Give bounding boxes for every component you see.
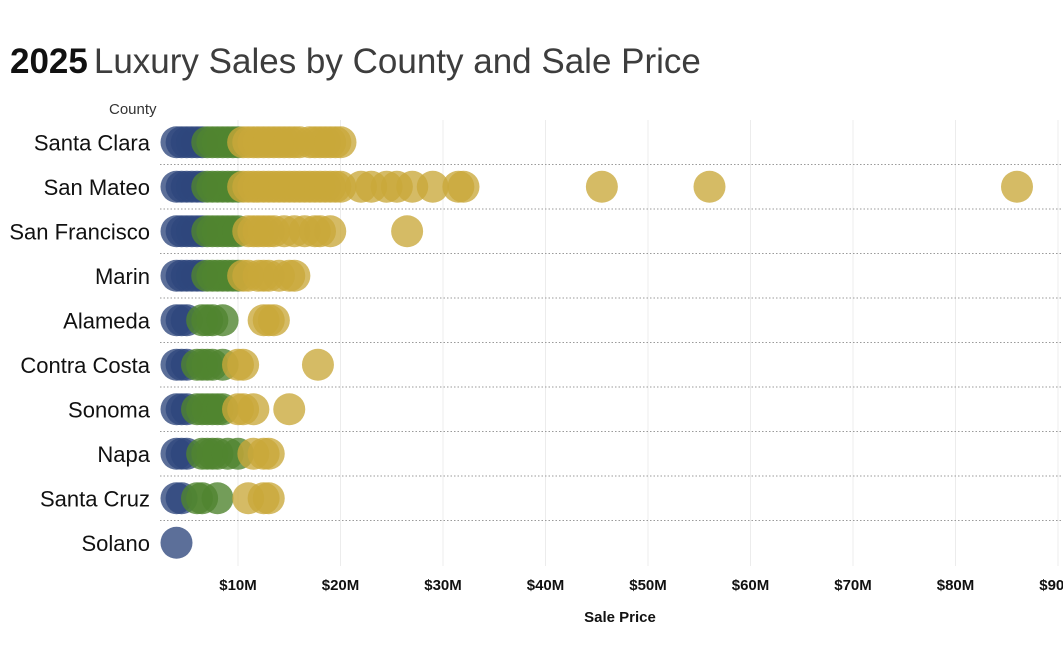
x-tick-label: $80M: [937, 577, 975, 594]
sale-point-tier3: [416, 170, 449, 203]
sale-point-tier3: [1001, 170, 1033, 203]
x-tick-label: $20M: [322, 577, 360, 594]
county-label: Alameda: [63, 308, 151, 333]
county-label: San Francisco: [9, 219, 150, 244]
x-tick-label: $50M: [629, 577, 667, 594]
sale-point-tier2: [201, 482, 234, 515]
county-label: Solano: [81, 531, 150, 556]
data-points: [160, 126, 1033, 559]
sale-point-tier3: [257, 304, 290, 337]
county-label: Contra Costa: [20, 353, 150, 378]
county-label: San Mateo: [44, 175, 150, 200]
sale-point-tier3: [301, 348, 334, 381]
sale-point-tier3: [227, 348, 260, 381]
sale-point-tier3: [252, 482, 285, 515]
labels: $10M $20M $30M $40M $50M $60M $70M $80M $90M Sant…: [9, 130, 1063, 594]
sale-point-tier3: [278, 259, 311, 292]
county-label: Napa: [97, 442, 150, 467]
x-tick-label: $40M: [527, 577, 565, 594]
sale-point-tier2: [206, 304, 239, 337]
chart-title-year: 2025: [10, 42, 88, 81]
county-label: Santa Cruz: [40, 486, 150, 511]
county-label: Sonoma: [68, 397, 151, 422]
x-tick-label: $70M: [834, 577, 872, 594]
sale-point-tier3: [252, 437, 285, 470]
row-separators: [160, 164, 1063, 521]
y-axis-title: County: [109, 101, 157, 118]
sale-point-tier3: [324, 126, 357, 159]
x-tick-label: $60M: [732, 577, 770, 594]
county-label: Marin: [95, 264, 150, 289]
sale-point-tier3: [447, 170, 480, 203]
x-tick-label: $30M: [424, 577, 462, 594]
sale-point-tier3: [314, 215, 347, 248]
sale-point-tier3: [391, 215, 424, 248]
sale-point-tier1: [160, 526, 193, 559]
sale-point-tier3: [585, 170, 618, 203]
county-label: Santa Clara: [34, 130, 151, 155]
x-axis-title: Sale Price: [584, 609, 656, 626]
x-tick-label: $10M: [219, 577, 257, 594]
sale-point-tier3: [273, 393, 306, 426]
chart-title: 2025 Luxury Sales by County and Sale Pric…: [10, 36, 701, 88]
chart-title-text: Luxury Sales by County and Sale Price: [93, 42, 701, 81]
sale-point-tier3: [693, 170, 726, 203]
x-tick-label: $90M: [1039, 577, 1063, 594]
sale-point-tier3: [237, 393, 270, 426]
